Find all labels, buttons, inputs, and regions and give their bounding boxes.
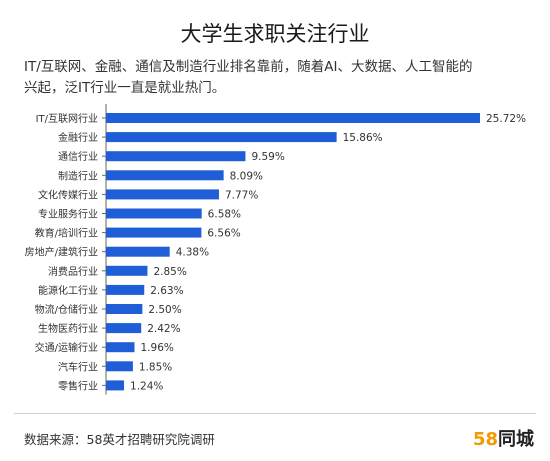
data-label: 15.86%	[343, 132, 383, 144]
chart-title: 大学生求职关注行业	[180, 22, 370, 46]
bar	[106, 304, 143, 314]
data-label: 25.72%	[486, 113, 526, 125]
data-label: 2.42%	[147, 323, 180, 335]
data-label: 1.85%	[139, 361, 172, 373]
category-label: 文化传媒行业	[38, 188, 98, 201]
bar	[106, 113, 480, 123]
chart-subtitle: IT/互联网、金融、通信及制造行业排名靠前，随着AI、大数据、人工智能的 兴起，…	[24, 57, 529, 99]
category-label: 交通/运输行业	[35, 341, 98, 354]
bar	[106, 151, 246, 162]
data-label: 4.38%	[176, 247, 209, 259]
bar	[106, 265, 148, 276]
data-label: 8.09%	[230, 170, 263, 182]
bar	[106, 342, 135, 353]
bar	[106, 361, 133, 372]
category-label: 能源化工行业	[38, 284, 98, 297]
bar	[106, 227, 202, 238]
data-label: 1.96%	[141, 342, 174, 354]
data-label: 2.85%	[153, 266, 186, 278]
bar	[106, 170, 224, 181]
brand-logo: 58同城	[473, 425, 534, 451]
category-label: 教育/培训行业	[35, 227, 98, 240]
category-label: 消费品行业	[48, 265, 98, 278]
category-label: 汽车行业	[58, 360, 98, 373]
category-label: 专业服务行业	[38, 208, 98, 221]
data-source: 数据来源：58英才招聘研究院调研	[24, 432, 215, 447]
data-label: 6.56%	[207, 228, 240, 240]
brand-name: 同城	[498, 429, 534, 450]
category-label: 生物医药行业	[38, 322, 98, 335]
data-label: 2.50%	[148, 304, 181, 316]
bar	[106, 323, 142, 334]
data-label: 2.63%	[150, 285, 183, 297]
data-label: 1.24%	[130, 380, 163, 392]
category-label: 房地产/建筑行业	[25, 246, 98, 259]
bar	[106, 246, 170, 257]
data-label: 9.59%	[251, 151, 284, 163]
subtitle-line-2: 兴起，泛IT行业一直是就业热门。	[24, 80, 226, 96]
bar-chart: IT/互联网行业 25.72% 金融行业 15.86% 通信行业 9.59% 制造行业 8.0…	[25, 104, 526, 395]
bar	[106, 208, 202, 219]
category-label: 金融行业	[58, 131, 98, 144]
category-label: 通信行业	[58, 150, 98, 163]
footer-divider	[14, 413, 536, 414]
bar	[106, 380, 125, 391]
subtitle-line-1: IT/互联网、金融、通信及制造行业排名靠前，随着AI、大数据、人工智能的	[24, 59, 473, 75]
data-label: 6.58%	[208, 209, 241, 221]
category-label: IT/互联网行业	[36, 112, 98, 125]
brand-number: 58	[472, 429, 498, 450]
bar	[106, 189, 219, 200]
category-label: 制造行业	[58, 169, 98, 182]
category-label: 零售行业	[58, 379, 98, 392]
category-label: 物流/仓储行业	[35, 303, 98, 316]
bar	[106, 132, 337, 143]
data-label: 7.77%	[225, 189, 258, 201]
bar	[106, 284, 145, 295]
